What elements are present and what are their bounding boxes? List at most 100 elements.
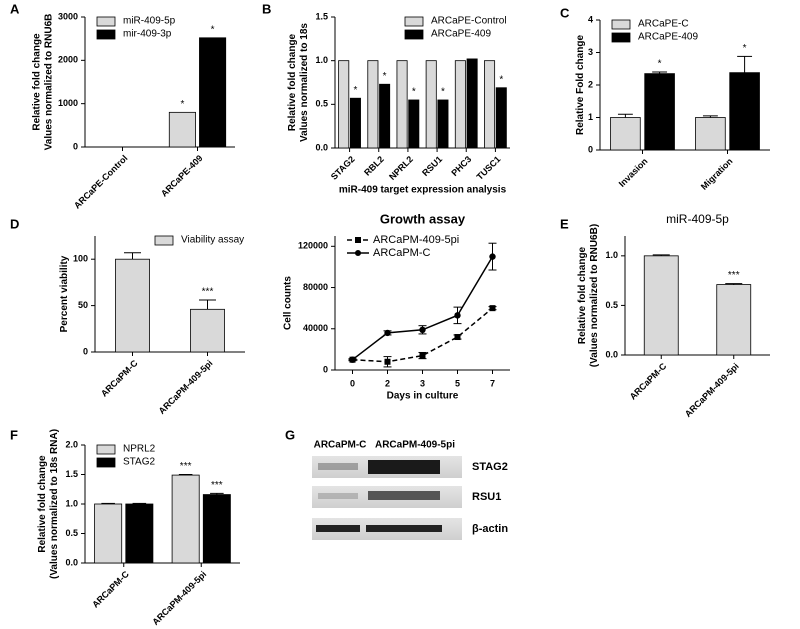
x-tick-label: 0 — [350, 378, 355, 388]
legend-marker — [355, 250, 361, 256]
y-axis-label: Values normalized to RNU6B — [44, 14, 55, 151]
x-tick-label: ARCaPE-Control — [72, 153, 130, 211]
significance-label: * — [441, 87, 445, 98]
y-tick-label: 0 — [588, 144, 593, 154]
panel-label: F — [10, 427, 18, 442]
significance-label: * — [658, 59, 662, 70]
y-axis-label: Relative fold change — [32, 33, 43, 131]
bar — [367, 60, 379, 149]
legend-label: Viability assay — [181, 235, 244, 246]
bar — [466, 58, 478, 149]
bar — [338, 60, 350, 149]
y-tick-label: 1 — [588, 112, 593, 122]
panel-label: A — [10, 1, 20, 16]
legend-swatch — [96, 16, 116, 27]
legend-label: miR-409-5p — [123, 16, 176, 27]
line — [352, 256, 494, 361]
marker — [419, 326, 426, 333]
legend-label: ARCaPE-C — [638, 19, 689, 30]
y-tick-label: 1.5 — [315, 11, 328, 21]
marker — [349, 356, 356, 363]
y-tick-label: 2000 — [58, 55, 78, 65]
bar — [425, 60, 437, 149]
chart-panel: C 0 1 2 3 4 Relative Fold change Invasion Migrat… — [560, 5, 770, 192]
panel-label: C — [560, 5, 570, 20]
y-tick-label: 80000 — [303, 282, 328, 292]
y-tick-label: 2.0 — [65, 439, 78, 449]
bar — [171, 474, 200, 564]
y-tick-label: 1.0 — [605, 250, 618, 260]
y-tick-label: 120000 — [298, 241, 328, 251]
legend-swatch — [404, 29, 424, 40]
x-tick-label: ARCaPM-409-5pi — [683, 361, 741, 419]
chart-title: Growth assay — [380, 211, 466, 226]
bar — [379, 83, 391, 149]
y-tick-label: 50 — [78, 300, 88, 310]
blot-band — [368, 491, 440, 500]
legend-swatch — [611, 19, 631, 30]
x-tick-label: 2 — [385, 378, 390, 388]
bar — [610, 117, 641, 151]
x-tick-label: STAG2 — [329, 154, 357, 182]
y-axis-label: Relative fold change — [577, 246, 588, 344]
chart-title: miR-409-5p — [666, 212, 729, 226]
chart-panel: A 0 1000 2000 3000 Relative fold change Values… — [10, 1, 235, 211]
significance-label: * — [499, 74, 503, 85]
x-tick-label: Migration — [699, 156, 735, 192]
significance-label: * — [354, 85, 358, 96]
blot-band — [316, 525, 360, 532]
blot-column-label: ARCaPM-409-5pi — [375, 440, 455, 451]
bar — [199, 37, 227, 148]
significance-label: *** — [202, 287, 214, 298]
bar — [408, 99, 420, 149]
western-blot: G ARCaPM-C ARCaPM-409-5pi STAG2 RSU1 β-a… — [285, 427, 508, 540]
y-tick-label: 0 — [323, 364, 328, 374]
y-tick-label: 100 — [73, 254, 88, 264]
significance-label: * — [383, 71, 387, 82]
x-tick-label: ARCaPM-409-5pi — [157, 358, 215, 416]
marker — [454, 312, 461, 319]
bar — [643, 255, 679, 356]
bar — [454, 60, 466, 149]
y-tick-label: 0.5 — [605, 300, 618, 310]
legend-swatch — [96, 457, 116, 468]
y-tick-label: 1000 — [58, 98, 78, 108]
panel-label: B — [262, 1, 271, 16]
x-axis-label: Days in culture — [387, 391, 459, 402]
blot-band — [368, 460, 440, 474]
blot-row-label: RSU1 — [472, 491, 501, 503]
bar — [644, 73, 675, 151]
legend-label: ARCaPM-C — [373, 247, 431, 259]
legend-swatch — [154, 235, 174, 246]
bar — [484, 60, 496, 149]
y-axis-label: Percent viability — [59, 255, 70, 332]
y-tick-label: 0 — [83, 346, 88, 356]
y-tick-label: 2 — [588, 79, 593, 89]
bar — [125, 503, 154, 564]
bar — [495, 87, 507, 149]
y-axis-label: Relative Fold change — [575, 35, 586, 135]
x-tick-label: TUSC1 — [475, 154, 503, 182]
x-tick-label: ARCaPM-409-5pi — [150, 569, 208, 627]
y-tick-label: 0.0 — [605, 349, 618, 359]
x-tick-label: 3 — [420, 378, 425, 388]
legend-label: mir-409-3p — [123, 29, 172, 40]
y-tick-label: 0.0 — [315, 142, 328, 152]
significance-label: *** — [211, 480, 223, 491]
legend-label: NPRL2 — [123, 444, 156, 455]
bar — [695, 117, 726, 151]
bar — [168, 111, 196, 148]
y-tick-label: 1.5 — [65, 469, 78, 479]
y-tick-label: 1.0 — [65, 498, 78, 508]
x-tick-label: RBL2 — [362, 154, 386, 178]
x-tick-label: 5 — [455, 378, 460, 388]
significance-label: *** — [180, 461, 192, 472]
legend-marker — [355, 237, 361, 243]
marker — [384, 329, 391, 337]
bar — [437, 99, 449, 149]
y-axis-label: Values normalized to 18s — [299, 23, 310, 142]
bar — [202, 494, 231, 564]
legend-label: ARCaPE-409 — [431, 29, 491, 40]
marker — [384, 358, 391, 365]
y-axis-label: Cell counts — [283, 276, 294, 330]
